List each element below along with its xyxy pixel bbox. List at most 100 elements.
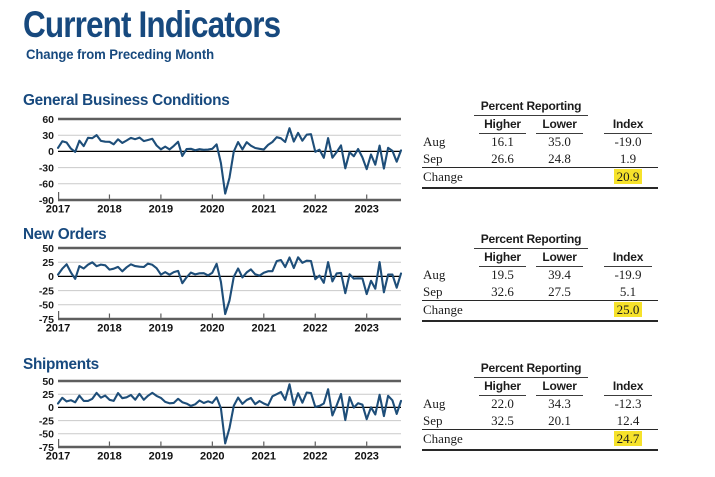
svg-text:2021: 2021 — [252, 323, 276, 335]
value-cell: 12.4 — [616, 412, 640, 428]
table-row-sep: Sep 32.6 27.5 5.1 — [422, 283, 658, 301]
lower-column-header: Lower — [536, 249, 583, 267]
table-header-row: Higher Lower Index — [422, 116, 658, 134]
svg-text:25: 25 — [42, 257, 54, 269]
svg-text:-25: -25 — [39, 285, 54, 297]
value-cell: 32.5 — [491, 412, 514, 428]
change-value-highlighted: 24.7 — [613, 431, 643, 446]
chart-new-orders: 50 25 0 -25 -50 -75 2017 2018 2019 2020 2021 2022 20… — [0, 242, 445, 342]
change-value-highlighted: 25.0 — [613, 302, 643, 317]
svg-text:2023: 2023 — [354, 323, 378, 335]
svg-text:-30: -30 — [39, 162, 54, 174]
svg-text:-25: -25 — [39, 415, 54, 427]
chart-shipments: 50 25 0 -25 -50 -75 2017 2018 2019 2020 2021 2022 20… — [0, 375, 445, 470]
row-label: Aug — [423, 134, 446, 149]
svg-text:2018: 2018 — [97, 204, 121, 216]
svg-text:2019: 2019 — [149, 204, 173, 216]
table-row-change: Change 25.0 — [422, 301, 658, 322]
value-cell: 34.3 — [548, 396, 571, 411]
svg-text:2017: 2017 — [46, 323, 70, 335]
section-title-general-business-conditions: General Business Conditions — [23, 92, 230, 109]
svg-text:2023: 2023 — [354, 451, 378, 463]
higher-column-header: Higher — [479, 378, 526, 396]
svg-text:2022: 2022 — [303, 451, 327, 463]
svg-text:-50: -50 — [39, 300, 54, 312]
value-cell: 20.1 — [548, 412, 571, 428]
lower-column-header: Lower — [536, 378, 583, 396]
percent-reporting-header: Percent Reporting — [474, 99, 588, 116]
table-row-sep: Sep 32.5 20.1 12.4 — [422, 412, 658, 430]
percent-reporting-header: Percent Reporting — [474, 361, 588, 378]
svg-text:0: 0 — [48, 402, 54, 414]
table-row-aug: Aug 16.1 35.0 -19.0 — [422, 134, 658, 151]
value-cell: 35.0 — [548, 134, 571, 149]
value-cell: 16.1 — [491, 134, 514, 149]
table-new-orders: Percent Reporting Higher Lower Index Aug… — [422, 232, 658, 322]
svg-text:0: 0 — [48, 146, 54, 158]
value-cell: 5.1 — [619, 283, 637, 299]
svg-text:-60: -60 — [39, 179, 54, 191]
section-title-new-orders: New Orders — [23, 226, 107, 243]
svg-text:2017: 2017 — [46, 204, 70, 216]
svg-text:60: 60 — [42, 114, 54, 126]
value-cell: 19.5 — [491, 267, 514, 282]
table-row-change: Change 20.9 — [422, 168, 658, 189]
value-cell: -19.9 — [614, 267, 642, 282]
svg-text:2020: 2020 — [200, 451, 224, 463]
page-subtitle: Change from Preceding Month — [26, 47, 214, 62]
svg-text:2023: 2023 — [354, 204, 378, 216]
svg-text:2021: 2021 — [252, 451, 276, 463]
svg-text:25: 25 — [42, 389, 54, 401]
index-column-header: Index — [604, 378, 652, 396]
section-title-shipments: Shipments — [23, 356, 99, 373]
lower-column-header: Lower — [536, 116, 583, 134]
svg-text:2022: 2022 — [303, 204, 327, 216]
svg-text:2020: 2020 — [200, 323, 224, 335]
higher-column-header: Higher — [479, 116, 526, 134]
svg-text:-90: -90 — [39, 195, 54, 207]
table-row-aug: Aug 22.0 34.3 -12.3 — [422, 396, 658, 413]
row-label: Change — [423, 302, 463, 317]
svg-text:2021: 2021 — [252, 204, 276, 216]
table-general-business-conditions: Percent Reporting Higher Lower Index Aug… — [422, 99, 658, 189]
svg-text:-50: -50 — [39, 429, 54, 441]
table-header-row: Higher Lower Index — [422, 378, 658, 396]
svg-text:-75: -75 — [39, 314, 54, 326]
page-title: Current Indicators — [23, 4, 281, 45]
row-label: Change — [423, 169, 463, 184]
value-cell: 27.5 — [548, 283, 571, 299]
svg-text:2022: 2022 — [303, 323, 327, 335]
chart-general-business-conditions: 60 30 0 -30 -60 -90 2017 2018 2019 2020 2021 2022 20… — [0, 113, 445, 224]
table-header-row: Higher Lower Index — [422, 249, 658, 267]
svg-text:50: 50 — [42, 243, 54, 255]
svg-text:2019: 2019 — [149, 323, 173, 335]
svg-text:2020: 2020 — [200, 204, 224, 216]
value-cell: 24.8 — [548, 150, 571, 166]
row-label: Sep — [423, 283, 443, 299]
row-label: Sep — [423, 412, 443, 428]
value-cell: 22.0 — [491, 396, 514, 411]
svg-text:2018: 2018 — [97, 323, 121, 335]
change-value-highlighted: 20.9 — [613, 169, 643, 184]
svg-text:30: 30 — [42, 130, 54, 142]
index-column-header: Index — [604, 249, 652, 267]
svg-text:2019: 2019 — [149, 451, 173, 463]
index-column-header: Index — [604, 116, 652, 134]
row-label: Aug — [423, 267, 446, 282]
svg-text:2017: 2017 — [46, 451, 70, 463]
value-cell: -19.0 — [614, 134, 642, 149]
percent-reporting-header: Percent Reporting — [474, 232, 588, 249]
row-label: Change — [423, 431, 463, 446]
value-cell: 39.4 — [548, 267, 571, 282]
table-row-change: Change 24.7 — [422, 430, 658, 451]
svg-text:0: 0 — [48, 271, 54, 283]
value-cell: 32.6 — [491, 283, 514, 299]
svg-text:-75: -75 — [39, 442, 54, 454]
table-row-sep: Sep 26.6 24.8 1.9 — [422, 150, 658, 168]
svg-text:2018: 2018 — [97, 451, 121, 463]
row-label: Sep — [423, 150, 443, 166]
table-row-aug: Aug 19.5 39.4 -19.9 — [422, 267, 658, 284]
value-cell: 26.6 — [491, 150, 514, 166]
table-shipments: Percent Reporting Higher Lower Index Aug… — [422, 361, 658, 451]
